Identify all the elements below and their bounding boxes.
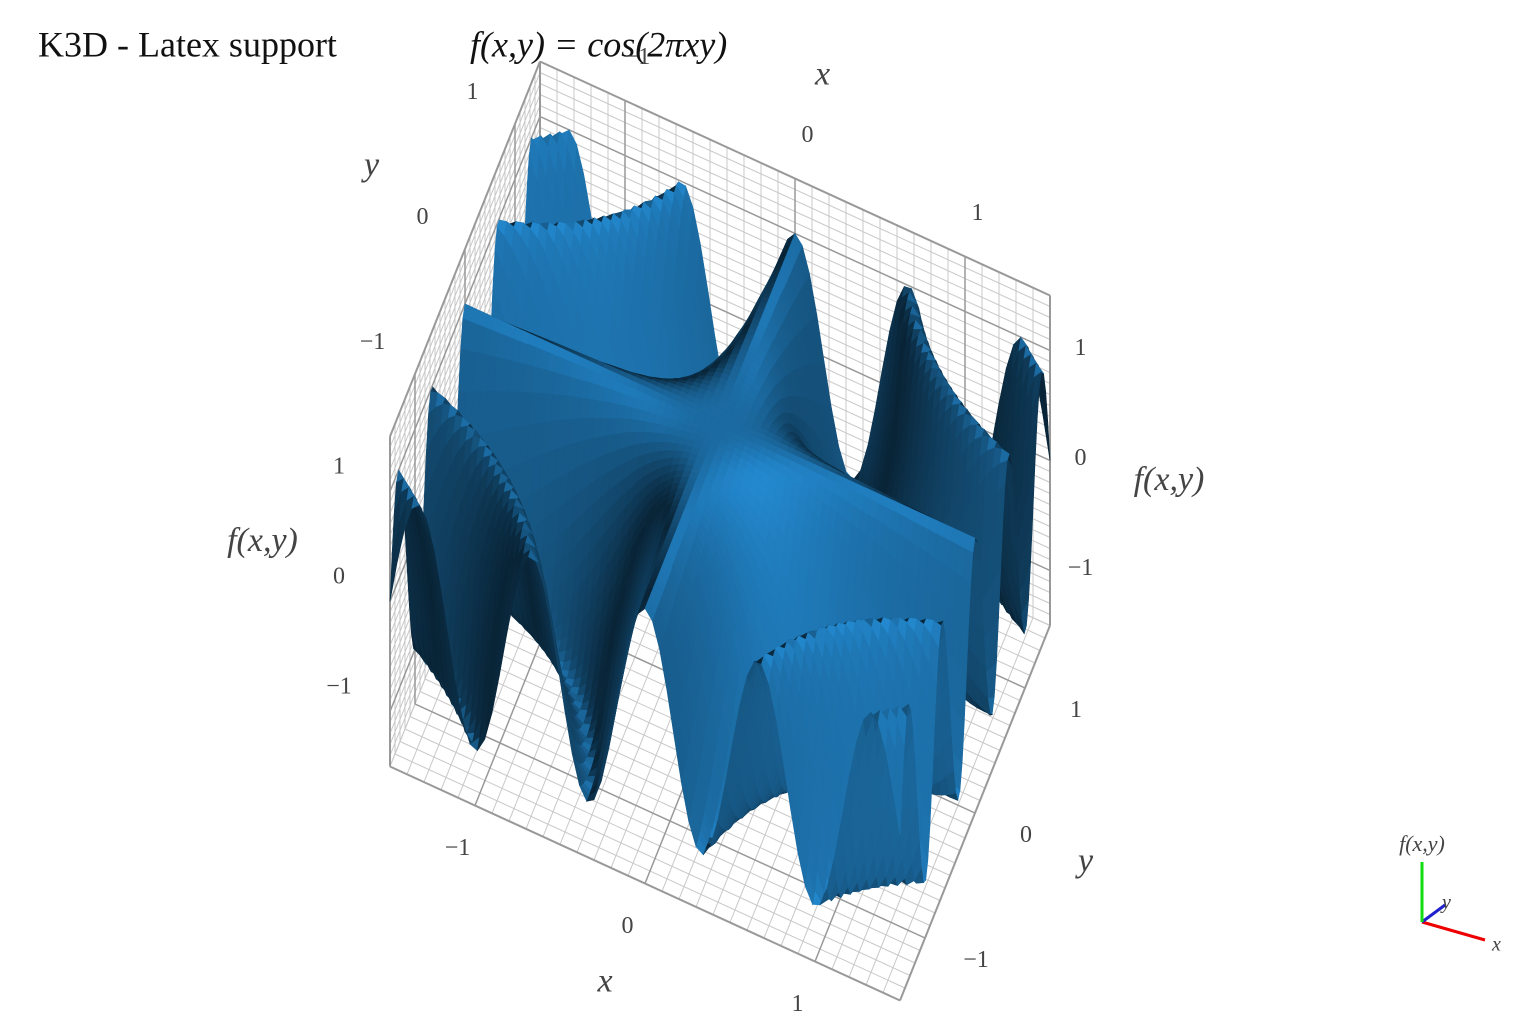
surface-patch bbox=[557, 131, 568, 171]
surface-patch bbox=[965, 534, 976, 553]
surface-patch bbox=[418, 504, 429, 536]
surface-patch bbox=[644, 602, 655, 622]
grid-line bbox=[414, 703, 926, 939]
surface-patch bbox=[1031, 371, 1042, 408]
surface-patch bbox=[566, 129, 577, 172]
chart-title: K3D - Latex support bbox=[38, 24, 337, 64]
box-edge bbox=[389, 61, 541, 437]
surface-patch bbox=[599, 221, 610, 256]
surface bbox=[389, 129, 1051, 906]
formula: f(x,y) = cos(2πxy) bbox=[470, 24, 727, 64]
box-edge bbox=[899, 625, 1051, 1001]
box-edge bbox=[539, 60, 1051, 297]
surface-patch bbox=[528, 548, 539, 563]
surface-patch bbox=[629, 208, 640, 238]
surface-patch bbox=[608, 219, 619, 255]
box-edge bbox=[389, 765, 901, 1002]
surface-patch bbox=[999, 448, 1010, 464]
surface-patch bbox=[547, 133, 558, 173]
surface-patch bbox=[639, 207, 650, 241]
